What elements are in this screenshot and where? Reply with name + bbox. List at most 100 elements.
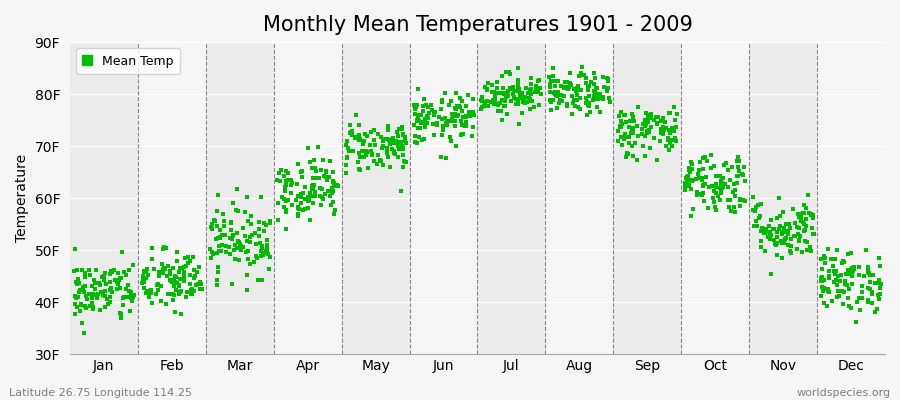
Point <box>186 275 201 281</box>
Point <box>193 278 207 285</box>
Point <box>792 236 806 243</box>
Point <box>93 306 107 313</box>
Point <box>185 286 200 292</box>
Point <box>857 273 871 279</box>
Point <box>590 85 604 91</box>
Point <box>474 106 489 112</box>
Point <box>398 138 412 144</box>
Point <box>622 140 636 146</box>
Point <box>453 95 467 102</box>
Point <box>279 167 293 174</box>
Point <box>616 111 631 118</box>
Point <box>284 190 298 196</box>
Point <box>416 107 430 114</box>
Point <box>524 81 538 87</box>
Point <box>488 97 502 104</box>
Point <box>277 173 292 179</box>
Point <box>285 202 300 208</box>
Point <box>395 132 410 138</box>
Point <box>868 280 882 286</box>
Point <box>567 86 581 92</box>
Point <box>585 97 599 103</box>
Point <box>392 146 407 152</box>
Point <box>112 310 127 316</box>
Point <box>434 154 448 160</box>
Point <box>348 135 363 141</box>
Point <box>232 257 247 264</box>
Point <box>770 215 784 222</box>
Point <box>365 152 380 158</box>
Point <box>850 298 864 305</box>
Point <box>626 128 640 135</box>
Point <box>363 142 377 149</box>
Point <box>659 125 673 131</box>
Point <box>708 207 723 213</box>
Point <box>726 189 741 195</box>
Point <box>291 204 305 211</box>
Point <box>353 154 367 160</box>
Point <box>296 190 310 196</box>
Point <box>382 141 397 147</box>
Point <box>696 183 710 189</box>
Point <box>249 241 264 247</box>
Point <box>113 275 128 281</box>
Point <box>507 84 521 91</box>
Point <box>88 267 103 273</box>
Point <box>340 154 355 161</box>
Point <box>168 308 183 315</box>
Point <box>488 93 502 100</box>
Point <box>626 114 640 120</box>
Point <box>764 217 778 223</box>
Point <box>613 124 627 130</box>
Point <box>67 268 81 275</box>
Point <box>233 241 248 248</box>
Point <box>474 96 489 103</box>
Point <box>174 276 188 282</box>
Point <box>593 109 608 116</box>
Point <box>240 248 255 254</box>
Point <box>637 123 652 129</box>
Point <box>873 291 887 298</box>
Point <box>213 234 228 240</box>
Point <box>366 158 381 164</box>
Point <box>713 185 727 192</box>
Point <box>352 136 366 143</box>
Point <box>142 294 157 300</box>
Point <box>507 94 521 100</box>
Point <box>770 234 785 240</box>
Point <box>82 267 96 273</box>
Point <box>866 272 880 278</box>
Point <box>860 285 875 291</box>
Point <box>494 73 508 79</box>
Point <box>709 182 724 189</box>
Point <box>353 136 367 142</box>
Point <box>567 97 581 103</box>
Point <box>821 286 835 292</box>
Point <box>684 165 698 172</box>
Point <box>523 87 537 93</box>
Point <box>183 258 197 264</box>
Point <box>86 291 101 298</box>
Point <box>239 193 254 200</box>
Point <box>546 97 561 103</box>
Point <box>803 244 817 250</box>
Point <box>312 175 327 182</box>
Point <box>561 102 575 108</box>
Point <box>315 157 329 164</box>
Point <box>427 109 441 115</box>
Point <box>823 289 837 295</box>
Point <box>617 112 632 118</box>
Point <box>137 275 151 282</box>
Point <box>232 239 247 246</box>
Point <box>397 158 411 164</box>
Point <box>123 288 138 295</box>
Point <box>163 270 177 277</box>
Point <box>342 122 356 128</box>
Point <box>720 167 734 173</box>
Point <box>344 129 358 136</box>
Point <box>861 299 876 305</box>
Point <box>704 152 718 158</box>
Point <box>696 181 710 188</box>
Point <box>511 86 526 92</box>
Point <box>507 95 521 102</box>
